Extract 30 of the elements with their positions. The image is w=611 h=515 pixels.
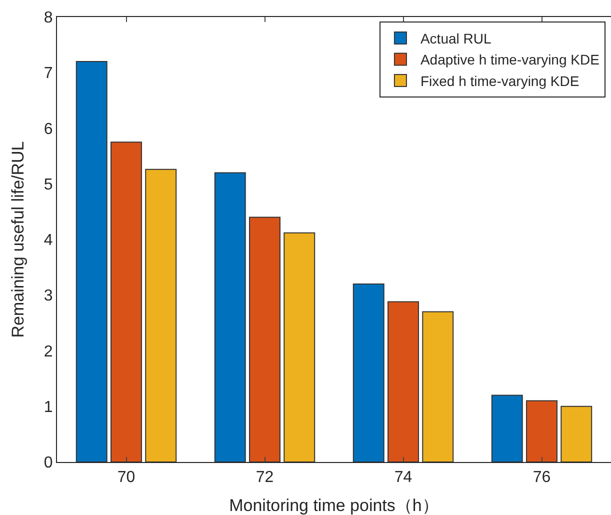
legend-label: Fixed h time-varying KDE bbox=[420, 72, 580, 89]
bar bbox=[388, 301, 419, 462]
legend-label: Actual RUL bbox=[420, 30, 492, 47]
y-tick-label: 3 bbox=[44, 288, 53, 305]
y-axis-title: Remaining useful life/RUL bbox=[8, 141, 28, 338]
y-tick-label: 5 bbox=[44, 176, 53, 194]
x-tick-label: 76 bbox=[532, 469, 551, 486]
bar bbox=[76, 61, 108, 462]
legend-label: Adaptive h time-varying KDE bbox=[420, 52, 600, 68]
bar bbox=[145, 168, 177, 462]
y-tick-label: 4 bbox=[44, 232, 53, 250]
bar bbox=[526, 400, 558, 462]
x-axis-title: Monitoring time points（h） bbox=[229, 496, 439, 515]
x-tick-label: 72 bbox=[256, 469, 274, 486]
y-tick-label: 1 bbox=[44, 398, 53, 416]
y-tick-label: 6 bbox=[44, 120, 53, 138]
x-tick-label: 70 bbox=[117, 469, 136, 486]
bar bbox=[491, 394, 523, 462]
bar bbox=[352, 284, 384, 462]
x-tick-label: 74 bbox=[394, 469, 412, 486]
y-tick-label: 0 bbox=[44, 454, 53, 472]
bar bbox=[214, 172, 246, 462]
bar bbox=[249, 216, 280, 462]
y-tick-label: 2 bbox=[44, 343, 53, 360]
bar bbox=[110, 142, 142, 462]
bar bbox=[422, 311, 454, 462]
bar bbox=[284, 232, 316, 462]
bar bbox=[560, 406, 592, 462]
y-tick-label: 8 bbox=[44, 10, 53, 27]
y-tick-label: 7 bbox=[44, 65, 53, 82]
